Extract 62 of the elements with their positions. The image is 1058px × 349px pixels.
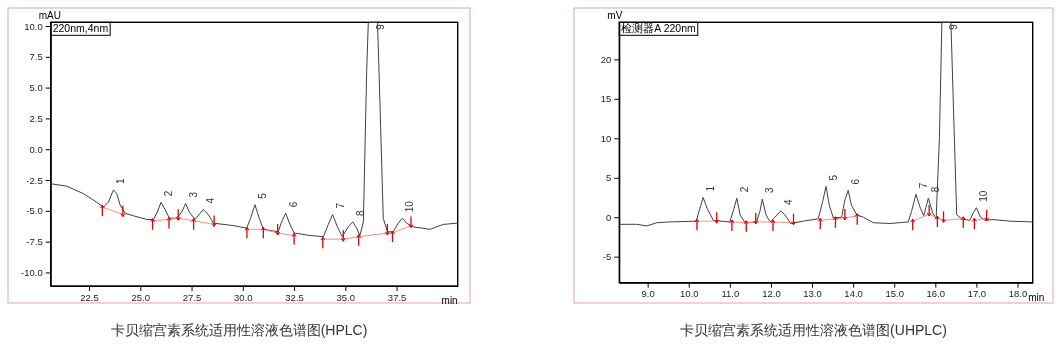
annotation: 9 [375, 23, 387, 30]
annotation: 8 [354, 209, 366, 216]
x-tick-label: 14.0 [844, 288, 863, 300]
x-tick-label: 9.0 [641, 288, 655, 300]
x-tick-label: 18.0 [1008, 288, 1028, 300]
y-tick-label: -10.0 [21, 266, 43, 278]
x-tick-label: 37.5 [387, 291, 407, 303]
y-axis-title: mAU [38, 10, 61, 22]
annotation: 6 [850, 178, 862, 185]
annotation: 6 [287, 201, 299, 208]
y-tick-label: 15 [600, 93, 612, 105]
x-tick-label: 15.0 [885, 288, 904, 300]
text: 卡贝缩宫素系统适用性溶液色谱图(HPLC) [110, 322, 368, 338]
x-tick-label: 30.0 [234, 291, 253, 303]
annotation: 5 [256, 192, 268, 199]
y-tick-label: -5.0 [26, 205, 43, 217]
x-tick-label: 16.0 [926, 288, 946, 300]
annotation: 8 [930, 186, 942, 193]
annotation: 9 [948, 23, 960, 30]
annotation: 10 [404, 200, 416, 213]
x-tick-label: 13.0 [803, 288, 822, 300]
x-axis-title: min [1028, 291, 1045, 303]
annotation: 检测器A 220nm [621, 22, 696, 35]
x-tick-label: 35.0 [336, 291, 356, 303]
y-tick-label: 10.0 [24, 20, 43, 32]
y-tick-label: 2.5 [29, 112, 43, 124]
y-tick-label: -7.5 [26, 236, 43, 248]
y-tick-label: 0.0 [29, 143, 43, 155]
y-tick-label: 5.0 [29, 82, 43, 94]
x-tick-label: 27.5 [182, 291, 202, 303]
y-axis-title: mV [607, 10, 623, 22]
annotation: 4 [205, 197, 217, 204]
x-tick-label: 11.0 [721, 288, 740, 300]
x-tick-label: 12.0 [762, 288, 781, 300]
annotation: 1 [115, 177, 127, 184]
annotation: 7 [334, 202, 346, 209]
annotation: 3 [764, 187, 776, 194]
x-tick-label: 17.0 [967, 288, 987, 300]
annotation: 4 [782, 198, 794, 205]
annotation: 7 [917, 182, 929, 189]
annotation: 3 [187, 191, 199, 198]
line-series [50, 21, 459, 238]
y-tick-label: -5 [602, 251, 612, 263]
x-tick-label: 32.5 [285, 291, 304, 303]
y-tick-label: 0 [606, 211, 612, 223]
x-tick-label: 22.5 [80, 291, 99, 303]
annotation: 2 [163, 190, 175, 197]
y-tick-label: 20 [600, 53, 612, 65]
annotation: 2 [738, 186, 750, 193]
y-tick-label: 7.5 [29, 51, 43, 63]
annotation: 10 [978, 190, 990, 202]
annotation: 1 [705, 185, 717, 192]
x-tick-label: 25.0 [131, 291, 151, 303]
x-tick-label: 10.0 [680, 288, 699, 300]
line-series [618, 21, 1034, 227]
y-tick-label: 5 [606, 172, 612, 184]
text: 卡贝缩宫素系统适用性溶液色谱图(UHPLC) [680, 322, 947, 338]
annotation: 5 [828, 174, 839, 181]
annotation: 220nm,4nm [52, 22, 109, 35]
y-tick-label: 10 [600, 132, 612, 144]
y-tick-label: -2.5 [26, 174, 43, 186]
x-axis-title: min [441, 295, 458, 306]
